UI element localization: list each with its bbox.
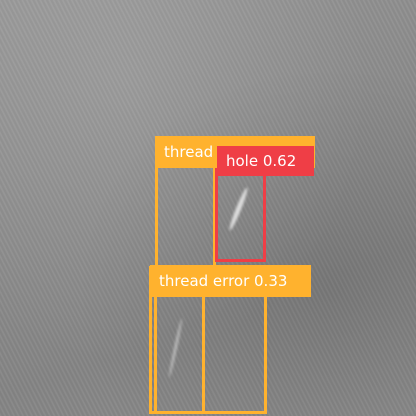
detection-label-thread-error: thread error 0.33 — [150, 265, 311, 297]
detection-box-thread-error-inner[interactable] — [154, 294, 205, 414]
detection-label-hole: hole 0.62 — [217, 146, 314, 176]
